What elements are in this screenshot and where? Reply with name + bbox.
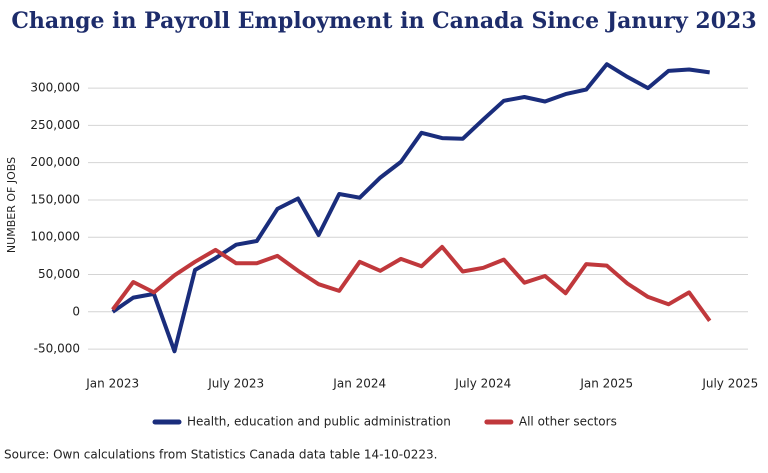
y-axis-label: NUMBER OF JOBS — [5, 157, 18, 253]
y-tick-label: 0 — [72, 304, 80, 318]
series-line — [111, 62, 710, 354]
legend-label: All other sectors — [519, 415, 617, 429]
x-tick-label: Jan 2023 — [85, 377, 139, 391]
y-tick-label: -50,000 — [34, 342, 80, 356]
y-tick-label: 150,000 — [30, 192, 80, 206]
source-note: Source: Own calculations from Statistics… — [4, 448, 437, 462]
y-tick-label: 100,000 — [30, 230, 80, 244]
y-tick-label: 200,000 — [30, 155, 80, 169]
y-tick-label: 50,000 — [38, 267, 80, 281]
x-tick-label: July 2023 — [207, 377, 264, 391]
legend-label: Health, education and public administrat… — [187, 415, 451, 429]
chart-title: Change in Payroll Employment in Canada S… — [11, 8, 756, 34]
x-tick-label: Jan 2024 — [332, 377, 386, 391]
x-tick-label: July 2024 — [454, 377, 511, 391]
y-tick-label: 300,000 — [30, 81, 80, 95]
y-tick-label: 250,000 — [30, 118, 80, 132]
x-tick-label: Jan 2025 — [579, 377, 633, 391]
x-tick-label: July 2025 — [701, 377, 758, 391]
series-line — [111, 244, 712, 322]
